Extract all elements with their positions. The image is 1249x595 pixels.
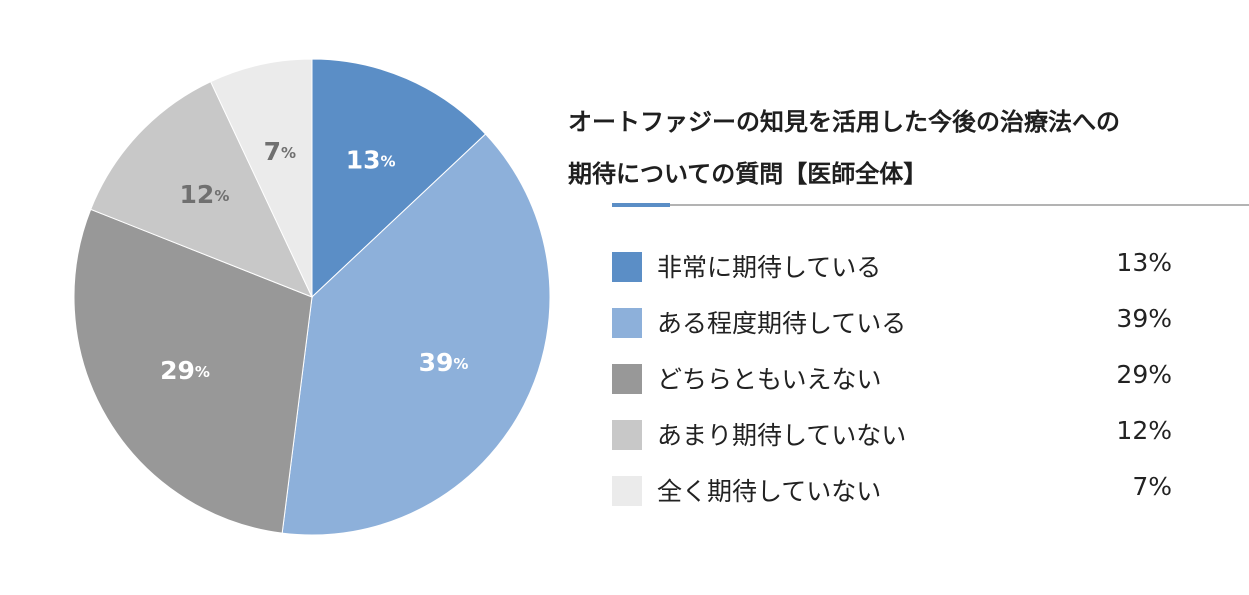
legend-item: 全く期待していない 7%: [612, 470, 1172, 526]
slice-value-label: 7%: [264, 137, 296, 166]
title-divider-accent: [612, 203, 670, 207]
pie-slice: [73, 208, 313, 534]
legend-item: ある程度期待している 39%: [612, 302, 1172, 358]
legend-swatch: [612, 420, 642, 450]
legend-label: ある程度期待している: [657, 309, 907, 338]
slice-value-label: 29%: [160, 356, 210, 385]
legend-value: 13%: [1116, 248, 1172, 277]
legend-swatch: [612, 252, 642, 282]
legend-value: 7%: [1132, 472, 1172, 501]
legend-swatch: [612, 364, 642, 394]
legend-swatch: [612, 476, 642, 506]
pie-slice: [209, 58, 313, 298]
legend-item: あまり期待していない 12%: [612, 414, 1172, 470]
legend-label: どちらともいえない: [657, 365, 882, 394]
chart-title-line-2: 期待についての質問【医師全体】: [568, 160, 928, 188]
title-divider: [612, 204, 1249, 206]
pie-slice: [281, 133, 551, 536]
legend: 非常に期待している 13% ある程度期待している 39% どちらともいえない 2…: [612, 246, 1172, 526]
slice-value-label: 39%: [419, 348, 469, 377]
legend-item: 非常に期待している 13%: [612, 246, 1172, 302]
chart-title-line-1: オートファジーの知見を活用した今後の治療法への: [568, 108, 1120, 136]
legend-value: 29%: [1116, 360, 1172, 389]
legend-label: 全く期待していない: [657, 477, 882, 506]
legend-value: 39%: [1116, 304, 1172, 333]
slice-value-label: 12%: [180, 180, 230, 209]
legend-swatch: [612, 308, 642, 338]
legend-value: 12%: [1116, 416, 1172, 445]
legend-label: あまり期待していない: [657, 421, 907, 450]
chart-title: オートファジーの知見を活用した今後の治療法への 期待についての質問【医師全体】: [568, 96, 1228, 200]
pie-slice: [90, 80, 313, 298]
legend-item: どちらともいえない 29%: [612, 358, 1172, 414]
pie-slice: [311, 58, 487, 299]
legend-label: 非常に期待している: [657, 253, 882, 282]
pie-chart: 13% 39% 29% 12% 7%: [73, 58, 551, 536]
slice-value-label: 13%: [346, 146, 396, 175]
